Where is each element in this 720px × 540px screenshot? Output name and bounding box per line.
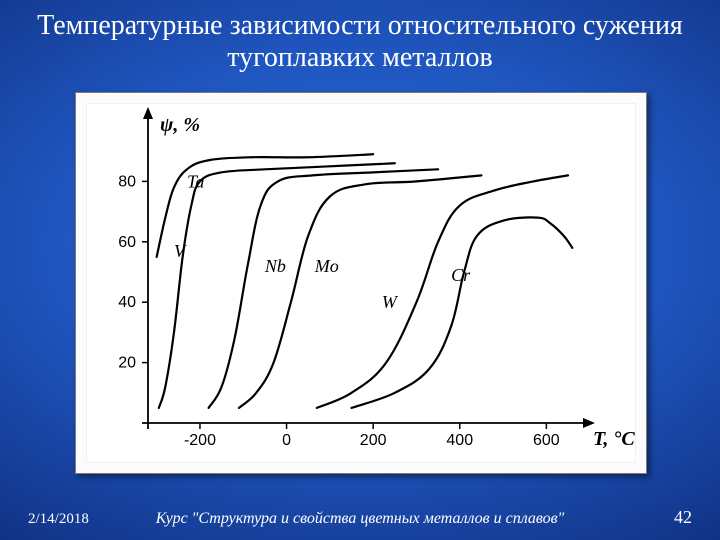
svg-text:40: 40 — [118, 294, 136, 311]
svg-text:0: 0 — [282, 432, 291, 449]
svg-text:Mo: Mo — [314, 256, 339, 276]
svg-text:20: 20 — [118, 355, 136, 372]
slide-title: Температурные зависимости относительного… — [0, 10, 720, 74]
footer-course: Курс "Структура и свойства цветных метал… — [148, 510, 572, 528]
footer-number: 42 — [572, 507, 692, 528]
svg-text:Nb: Nb — [264, 256, 286, 276]
svg-text:-200: -200 — [184, 432, 216, 449]
footer-date: 2/14/2018 — [28, 511, 148, 528]
slide-footer: 2/14/2018 Курс "Структура и свойства цве… — [0, 507, 720, 528]
svg-text:400: 400 — [446, 432, 473, 449]
svg-text:T, °C: T, °C — [593, 428, 635, 450]
svg-text:80: 80 — [118, 173, 136, 190]
svg-text:60: 60 — [118, 234, 136, 251]
svg-text:200: 200 — [360, 432, 387, 449]
chart-panel: 20406080-2000200400600ψ, %T, °CTaVNbMoWC… — [75, 92, 647, 474]
svg-text:ψ, %: ψ, % — [160, 114, 200, 136]
svg-text:600: 600 — [533, 432, 560, 449]
svg-text:W: W — [382, 292, 399, 312]
line-chart: 20406080-2000200400600ψ, %T, °CTaVNbMoWC… — [86, 103, 636, 463]
svg-text:Cr: Cr — [451, 265, 471, 285]
